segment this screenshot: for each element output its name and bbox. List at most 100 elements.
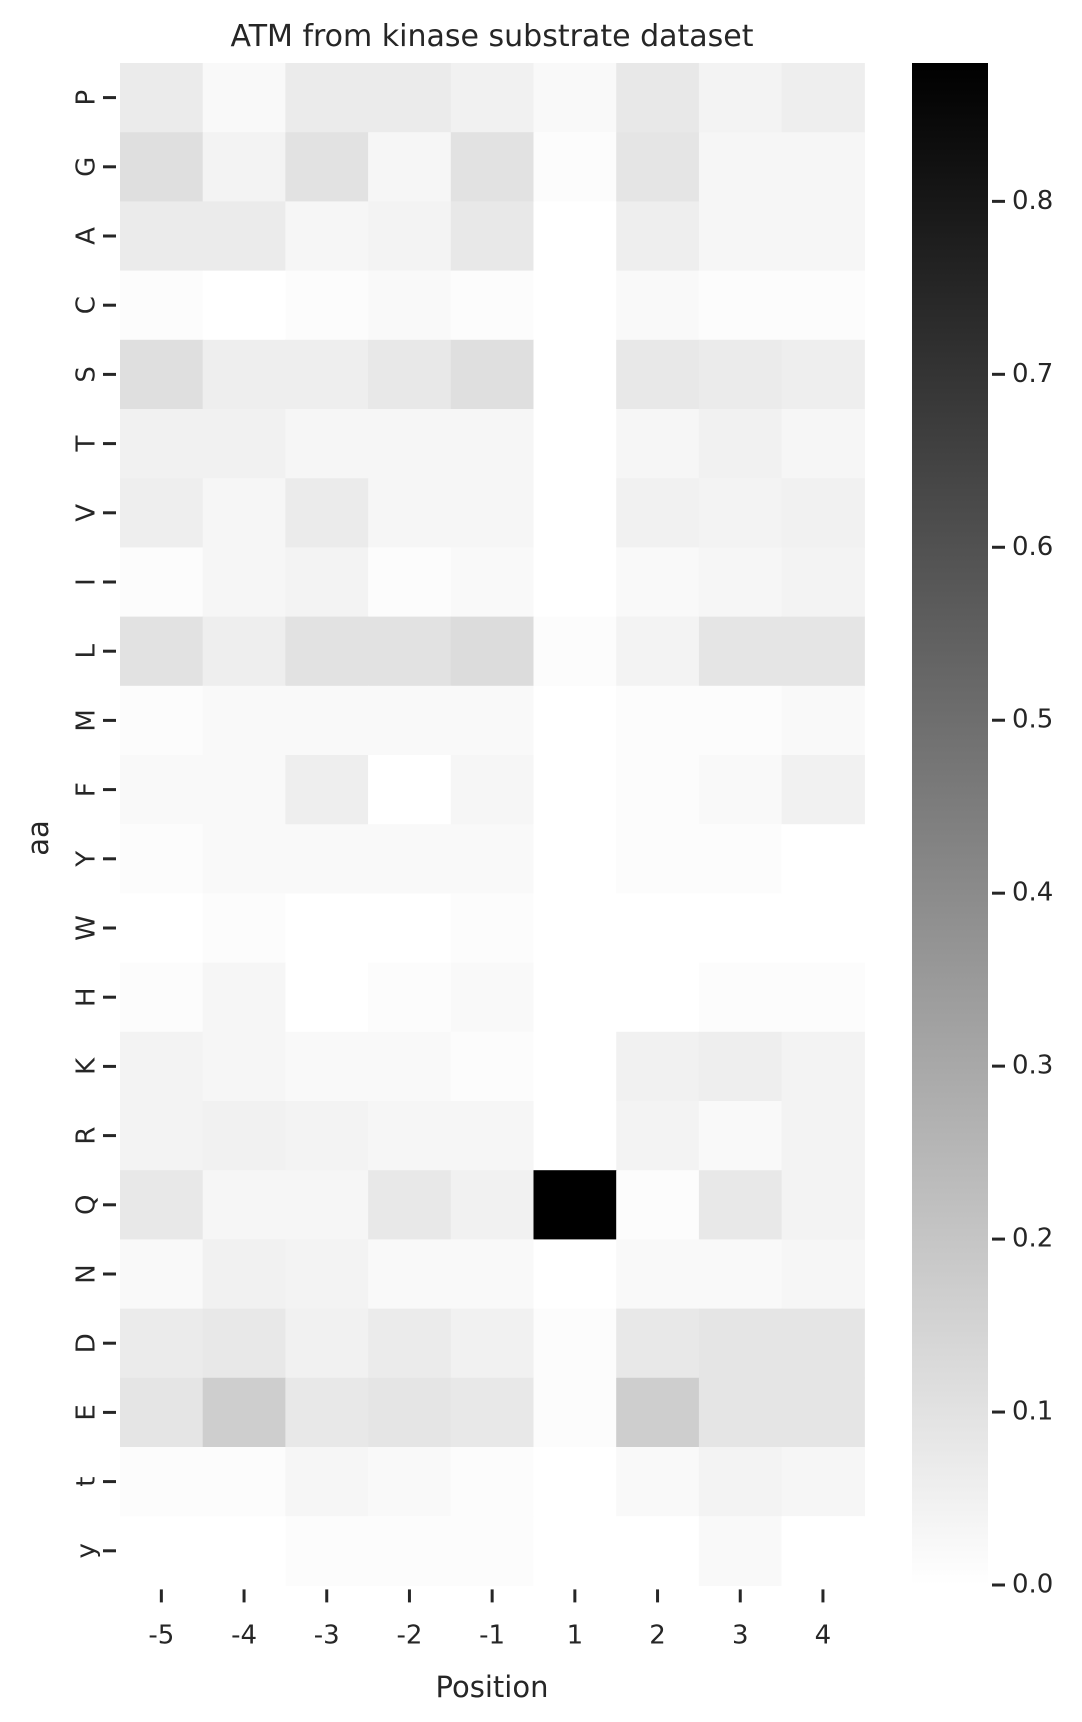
heatmap-cell-Y--2 bbox=[368, 824, 452, 894]
y-tick-label: H bbox=[72, 987, 102, 1007]
heatmap-cell-C--4 bbox=[202, 270, 286, 341]
heatmap-cell-Q--2 bbox=[368, 1170, 452, 1240]
heatmap-cell-D--4 bbox=[202, 1308, 286, 1379]
heatmap-cell-L--4 bbox=[202, 616, 286, 687]
heatmap-cell-F--5 bbox=[120, 755, 204, 825]
colorbar-tick-label: 0.8 bbox=[1012, 186, 1053, 216]
heatmap-cell-M-3 bbox=[698, 685, 783, 756]
heatmap-cell-Y-1 bbox=[533, 824, 617, 894]
heatmap-cell-W--4 bbox=[202, 893, 286, 964]
y-tick-label: N bbox=[72, 1264, 102, 1283]
y-tick-label: P bbox=[72, 90, 102, 106]
y-tick-label: y bbox=[72, 1543, 102, 1558]
heatmap-cells bbox=[120, 63, 865, 1586]
heatmap-cell-R-3 bbox=[698, 1101, 783, 1171]
heatmap-cell-H-2 bbox=[616, 962, 700, 1033]
colorbar-tick-label: 0.3 bbox=[1012, 1051, 1053, 1081]
heatmap-cell-P--2 bbox=[368, 63, 452, 133]
heatmap-cell-D--2 bbox=[368, 1308, 452, 1379]
heatmap-cell-Y-2 bbox=[616, 824, 700, 894]
heatmap-cell-Y--4 bbox=[202, 824, 286, 894]
heatmap-cell-K-2 bbox=[616, 1031, 700, 1102]
x-tick-label: 1 bbox=[567, 1620, 584, 1650]
heatmap-cell-L--2 bbox=[368, 616, 452, 687]
heatmap-cell-P-3 bbox=[698, 63, 783, 133]
heatmap-cell-E--3 bbox=[285, 1377, 369, 1448]
heatmap-cell-N--5 bbox=[120, 1239, 204, 1310]
y-tick-label: F bbox=[72, 782, 102, 797]
heatmap-cell-D-1 bbox=[533, 1308, 617, 1379]
heatmap-cell-I--4 bbox=[202, 547, 286, 618]
heatmap-cell-L-2 bbox=[616, 616, 700, 687]
heatmap-cell-Q-3 bbox=[698, 1170, 783, 1240]
heatmap-cell-K-1 bbox=[533, 1031, 617, 1102]
heatmap-cell-H--2 bbox=[368, 962, 452, 1033]
y-tick-label: T bbox=[72, 436, 102, 453]
colorbar-tick-label: 0.6 bbox=[1012, 532, 1053, 562]
heatmap-cell-P--5 bbox=[120, 63, 204, 133]
heatmap-cell-V--5 bbox=[120, 478, 204, 548]
heatmap-cell-C-1 bbox=[533, 270, 617, 341]
heatmap-cell-G-4 bbox=[781, 132, 865, 202]
heatmap-cell-K--5 bbox=[120, 1031, 204, 1102]
colorbar-tick-label: 0.0 bbox=[1012, 1570, 1053, 1600]
y-tick-label: C bbox=[72, 296, 102, 314]
y-tick-label: R bbox=[72, 1127, 102, 1145]
heatmap-cell-N-1 bbox=[533, 1239, 617, 1310]
heatmap-cell-H-3 bbox=[698, 962, 783, 1033]
y-tick-label: V bbox=[72, 504, 102, 522]
colorbar-tick-label: 0.4 bbox=[1012, 878, 1053, 908]
heatmap-cell-D-3 bbox=[698, 1308, 783, 1379]
heatmap-cell-W--3 bbox=[285, 893, 369, 964]
heatmap-cell-M--5 bbox=[120, 685, 204, 756]
heatmap-cell-C--1 bbox=[450, 270, 535, 341]
heatmap-cell-y-3 bbox=[698, 1516, 783, 1586]
heatmap-cell-A-1 bbox=[533, 201, 617, 272]
heatmap-cell-E--1 bbox=[450, 1377, 535, 1448]
heatmap-cell-L--1 bbox=[450, 616, 535, 687]
heatmap-cell-M--2 bbox=[368, 685, 452, 756]
heatmap-cell-K--2 bbox=[368, 1031, 452, 1102]
heatmap-cell-y--4 bbox=[202, 1516, 286, 1586]
heatmap-cell-S-4 bbox=[781, 339, 865, 410]
heatmap-cell-G--2 bbox=[368, 132, 452, 202]
heatmap-cell-T--4 bbox=[202, 409, 286, 479]
heatmap-cell-A-3 bbox=[698, 201, 783, 272]
heatmap-cell-H--4 bbox=[202, 962, 286, 1033]
y-axis-label: aa bbox=[21, 820, 55, 856]
colorbar-tick-label: 0.7 bbox=[1012, 359, 1053, 389]
heatmap-cell-I-4 bbox=[781, 547, 865, 618]
heatmap-cell-M-2 bbox=[616, 685, 700, 756]
heatmap-cell-I--1 bbox=[450, 547, 535, 618]
heatmap-cell-T--1 bbox=[450, 409, 535, 479]
y-axis: P G A C S T V I L M F Y W H K R Q N D Et y bbox=[72, 90, 116, 1558]
heatmap-cell-V--3 bbox=[285, 478, 369, 548]
heatmap-cell-t--4 bbox=[202, 1447, 286, 1517]
x-axis-label: Position bbox=[436, 1670, 549, 1704]
heatmap-cell-R--5 bbox=[120, 1101, 204, 1171]
heatmap-cell-A--5 bbox=[120, 201, 204, 272]
heatmap-cell-P--4 bbox=[202, 63, 286, 133]
heatmap-cell-S-3 bbox=[698, 339, 783, 410]
heatmap-cell-I-1 bbox=[533, 547, 617, 618]
heatmap-cell-W--1 bbox=[450, 893, 535, 964]
heatmap-cell-R-2 bbox=[616, 1101, 700, 1171]
heatmap-cell-K--1 bbox=[450, 1031, 535, 1102]
y-tick-label: E bbox=[72, 1404, 102, 1420]
heatmap-cell-y--3 bbox=[285, 1516, 369, 1586]
heatmap-cell-W-2 bbox=[616, 893, 700, 964]
x-tick-label: -2 bbox=[396, 1620, 422, 1650]
heatmap-cell-y-4 bbox=[781, 1516, 865, 1586]
heatmap-cell-V-3 bbox=[698, 478, 783, 548]
heatmap-cell-t--5 bbox=[120, 1447, 204, 1517]
heatmap-cell-P-1 bbox=[533, 63, 617, 133]
heatmap-cell-E--5 bbox=[120, 1377, 204, 1448]
heatmap-cell-L--5 bbox=[120, 616, 204, 687]
heatmap-cell-Y--3 bbox=[285, 824, 369, 894]
heatmap-cell-M--4 bbox=[202, 685, 286, 756]
heatmap-cell-T-2 bbox=[616, 409, 700, 479]
heatmap-cell-D--1 bbox=[450, 1308, 535, 1379]
heatmap-cell-L-3 bbox=[698, 616, 783, 687]
x-tick-label: 3 bbox=[732, 1620, 749, 1650]
heatmap-cell-A-2 bbox=[616, 201, 700, 272]
